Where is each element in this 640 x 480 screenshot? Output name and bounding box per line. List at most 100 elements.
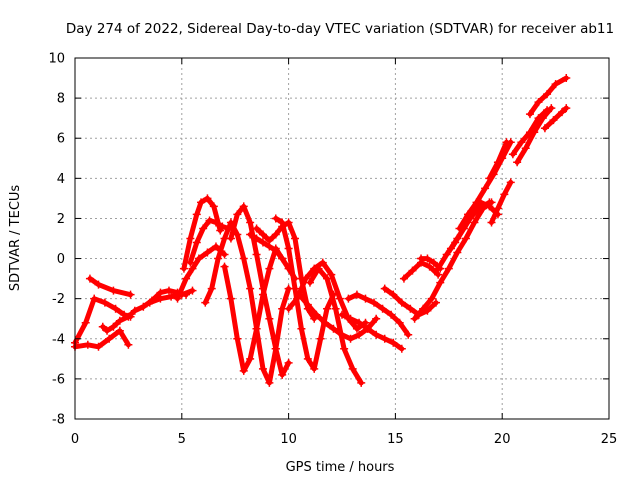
data-point <box>252 234 261 243</box>
y-axis-label: SDTVAR / TECUs <box>8 185 23 292</box>
data-point <box>543 90 552 99</box>
data-point <box>455 224 464 233</box>
data-point <box>265 378 274 387</box>
data-point <box>109 286 118 295</box>
data-point <box>297 324 306 333</box>
data-point <box>98 322 107 331</box>
data-point <box>434 264 443 273</box>
series-line-arc28 <box>489 179 514 225</box>
data-point <box>295 290 304 299</box>
data-point <box>508 150 517 159</box>
data-point <box>562 104 571 113</box>
data-point <box>301 274 310 283</box>
data-point <box>284 358 293 367</box>
data-point <box>502 138 511 147</box>
data-point <box>517 138 526 147</box>
data-point <box>352 290 361 299</box>
chart-title: Day 274 of 2022, Sidereal Day-to-day VTE… <box>66 21 614 37</box>
data-point <box>436 278 445 287</box>
data-point <box>83 340 92 349</box>
data-point <box>378 304 387 313</box>
data-point <box>124 340 133 349</box>
data-point <box>218 222 227 231</box>
data-point <box>521 144 530 153</box>
data-point <box>344 294 353 303</box>
series-arc28 <box>487 178 515 227</box>
data-point <box>534 98 543 107</box>
series-arc20 <box>380 284 440 319</box>
data-point <box>562 74 571 83</box>
data-point <box>361 294 370 303</box>
data-point <box>549 116 558 125</box>
data-point <box>453 248 462 257</box>
data-point <box>265 314 274 323</box>
data-point <box>314 264 323 273</box>
data-point <box>246 218 255 227</box>
data-point <box>323 274 332 283</box>
data-point <box>352 324 361 333</box>
data-point <box>291 284 300 293</box>
data-point <box>173 294 182 303</box>
x-tick-label: 10 <box>280 432 297 447</box>
data-point <box>389 290 398 299</box>
data-point <box>355 318 364 327</box>
data-point <box>284 244 293 253</box>
data-point <box>211 242 220 251</box>
data-point <box>478 202 487 211</box>
data-point <box>404 330 413 339</box>
data-point <box>192 238 201 247</box>
data-point <box>130 306 139 315</box>
plot-frame <box>74 57 610 420</box>
data-point <box>205 216 214 225</box>
data-point <box>538 114 547 123</box>
data-point <box>525 110 534 119</box>
data-point <box>252 324 261 333</box>
data-point <box>214 254 223 263</box>
data-point <box>291 234 300 243</box>
data-point <box>271 230 280 239</box>
series-arc32 <box>540 104 571 133</box>
y-tick-label: -4 <box>52 332 65 347</box>
data-point <box>233 230 242 239</box>
data-point <box>100 298 109 307</box>
data-point <box>481 184 490 193</box>
data-point <box>246 230 255 239</box>
data-point <box>335 294 344 303</box>
data-point <box>211 218 220 227</box>
data-point <box>346 314 355 323</box>
data-point <box>246 354 255 363</box>
data-point <box>513 158 522 167</box>
series-arc31 <box>525 74 571 119</box>
data-point <box>323 304 332 313</box>
series-arc11 <box>226 202 293 379</box>
data-point <box>320 318 329 327</box>
data-point <box>485 174 494 183</box>
data-point <box>429 258 438 267</box>
data-point <box>246 284 255 293</box>
data-point <box>303 354 312 363</box>
data-point <box>209 202 218 211</box>
data-point <box>186 258 195 267</box>
y-tick-label: 4 <box>57 172 65 187</box>
data-point <box>408 266 417 275</box>
series-arc6 <box>173 242 229 303</box>
data-point <box>271 344 280 353</box>
data-point <box>197 198 206 207</box>
data-point <box>493 158 502 167</box>
data-point <box>346 334 355 343</box>
series-arc2 <box>71 326 133 351</box>
data-point <box>461 234 470 243</box>
series-line-arc13 <box>254 220 317 322</box>
data-point <box>94 342 103 351</box>
series-arc18 <box>338 310 406 353</box>
data-point <box>203 194 212 203</box>
data-point <box>258 238 267 247</box>
series-line-arc3 <box>87 276 133 298</box>
series-arc3 <box>85 274 135 299</box>
data-point <box>226 234 235 243</box>
data-point <box>139 302 148 311</box>
data-point <box>485 198 494 207</box>
data-point <box>331 304 340 313</box>
data-point <box>94 280 103 289</box>
